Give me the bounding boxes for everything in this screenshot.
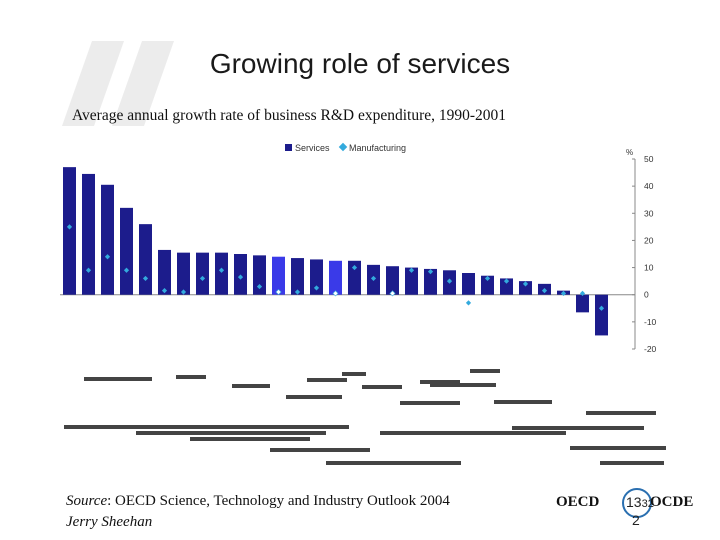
services-bar [177, 252, 190, 295]
services-bar [329, 260, 342, 295]
legend-label-services: Services [295, 143, 330, 153]
y-tick-label: 40 [644, 181, 654, 191]
services-bar [348, 260, 361, 295]
manufacturing-point [104, 254, 111, 260]
manufacturing-point [389, 290, 396, 297]
services-bar [139, 224, 152, 295]
services-bar [272, 256, 285, 295]
y-tick-label: -20 [644, 344, 657, 354]
services-bar [595, 294, 608, 336]
services-bar [101, 184, 114, 295]
services-bar [234, 254, 247, 295]
services-bar [386, 266, 399, 295]
y-unit-label: % [626, 148, 633, 157]
manufacturing-point [275, 288, 282, 296]
chart-legend: Services Manufacturing [285, 142, 406, 153]
manufacturing-point [180, 289, 187, 295]
services-bar [405, 267, 418, 295]
source-text: : OECD Science, Technology and Industry … [107, 493, 450, 509]
services-bar [82, 173, 95, 295]
x-tick-labels-garbled [64, 369, 666, 465]
services-bar [310, 259, 323, 295]
services-bar [215, 252, 228, 295]
manufacturing-point [598, 305, 605, 311]
services-bar [519, 281, 532, 295]
manufacturing-point [218, 267, 225, 273]
manufacturing-point [85, 267, 92, 273]
services-bar [500, 278, 513, 295]
y-tick-label: 30 [644, 208, 654, 218]
oecd-logo-icon [622, 488, 652, 518]
y-tick-label: 0 [644, 290, 649, 300]
slide-title: Growing role of services [209, 48, 511, 79]
services-bar [291, 258, 304, 295]
y-tick-label: 50 [644, 154, 654, 164]
services-bar [120, 207, 133, 295]
services-bar [424, 268, 437, 295]
oecd-logo-text: OECD [556, 494, 600, 510]
manufacturing-point [66, 224, 73, 230]
services-bar [253, 255, 266, 295]
page-number: 1332 [626, 494, 654, 510]
chart-subtitle: Average annual growth rate of business R… [72, 107, 507, 124]
ocde-logo-text: OCDE [650, 494, 694, 510]
services-bar [158, 249, 171, 295]
legend-swatch-manufacturing [338, 142, 348, 152]
legend-swatch-services [285, 144, 292, 151]
author-name: Jerry Sheehan [66, 514, 153, 530]
y-tick-label: -10 [644, 317, 657, 327]
manufacturing-point [408, 267, 415, 273]
page-number-line2: 2 [632, 512, 640, 528]
rd-growth-chart: Services Manufacturing % 50 40 30 20 10 0 -10 -… [60, 142, 666, 465]
services-bar [481, 275, 494, 295]
manufacturing-point [332, 290, 339, 297]
source-note: Source: OECD Science, Technology and Ind… [66, 491, 450, 533]
manufacturing-point [294, 289, 301, 295]
source-label: Source [66, 493, 108, 509]
services-bar [462, 273, 475, 295]
services-bar [576, 294, 589, 313]
quotation-mark-icon [62, 41, 174, 126]
y-tick-label: 10 [644, 263, 654, 273]
manufacturing-point [123, 267, 130, 273]
y-tick-label: 20 [644, 235, 654, 245]
manufacturing-point [465, 300, 472, 306]
services-bar [63, 167, 76, 295]
services-bar [196, 252, 209, 295]
legend-label-manufacturing: Manufacturing [349, 143, 406, 153]
